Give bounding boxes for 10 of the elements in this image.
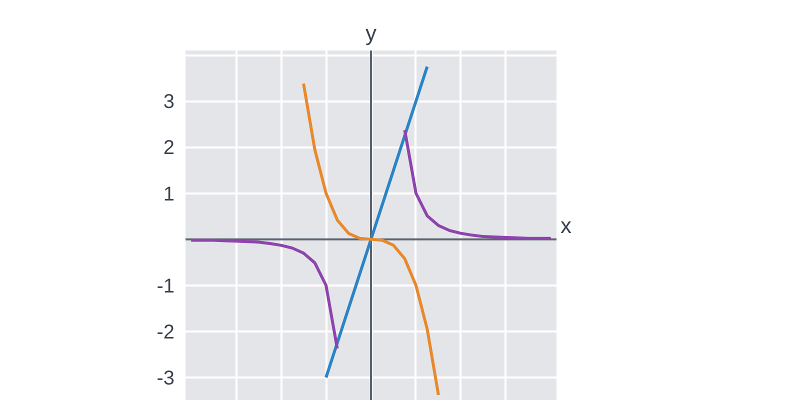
line-series — [324, 65, 429, 379]
y-tick-label: -3 — [156, 367, 175, 390]
x-axis-title: x — [560, 213, 572, 238]
y-tick-label: 2 — [163, 137, 174, 160]
y-tick-label: -1 — [156, 275, 175, 298]
y-tick-label: 1 — [163, 183, 174, 206]
y-axis-title: y — [366, 20, 376, 46]
line-series — [302, 82, 440, 396]
y-tick-label: -2 — [156, 321, 175, 344]
y-tick-label: 3 — [163, 91, 174, 114]
